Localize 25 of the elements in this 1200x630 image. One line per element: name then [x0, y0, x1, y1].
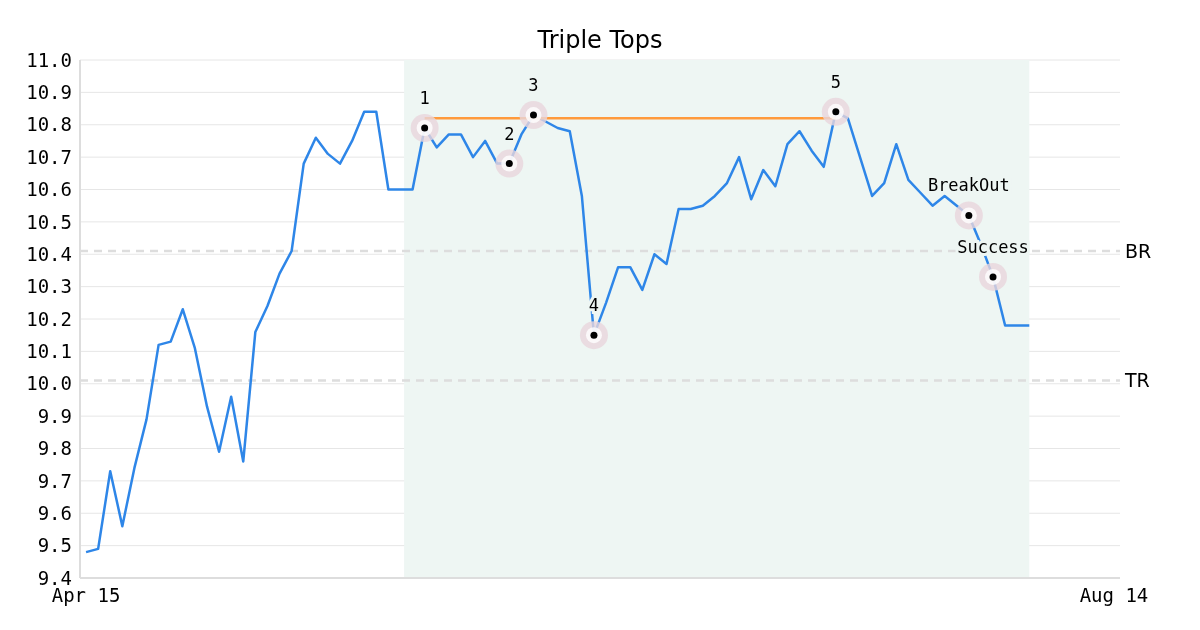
y-tick-label: 10.5 — [26, 210, 72, 233]
y-tick-label: 10.6 — [26, 178, 72, 201]
y-tick-label: 9.7 — [37, 469, 72, 492]
annotation: BreakOut — [927, 175, 1010, 196]
annotation: 1 — [419, 87, 430, 108]
y-tick-label: 9.9 — [37, 404, 72, 427]
y-tick-label: 9.6 — [37, 501, 72, 524]
annotation: 5 — [830, 71, 841, 92]
y-tick-label: 10.0 — [26, 372, 72, 395]
y-tick-label: 10.8 — [26, 113, 72, 136]
chart-title: Triple Tops — [536, 26, 663, 54]
y-tick-label: 10.9 — [26, 81, 72, 104]
y-tick-label: 10.7 — [26, 145, 72, 168]
y-tick-label: 9.8 — [37, 437, 72, 460]
y-tick-label: 9.5 — [37, 534, 72, 557]
y-tick-label: 10.2 — [26, 307, 72, 330]
y-tick-label: 10.4 — [26, 242, 72, 265]
annotation: 2 — [504, 123, 515, 144]
ref-line-label: BR — [1125, 239, 1152, 262]
y-tick-label: 11.0 — [26, 48, 72, 71]
y-tick-label: 10.1 — [26, 340, 72, 363]
x-tick-label: Aug 14 — [1079, 584, 1149, 606]
ref-line-label: TR — [1124, 369, 1150, 392]
annotation: 3 — [528, 75, 539, 96]
y-tick-label: 10.3 — [26, 275, 72, 298]
